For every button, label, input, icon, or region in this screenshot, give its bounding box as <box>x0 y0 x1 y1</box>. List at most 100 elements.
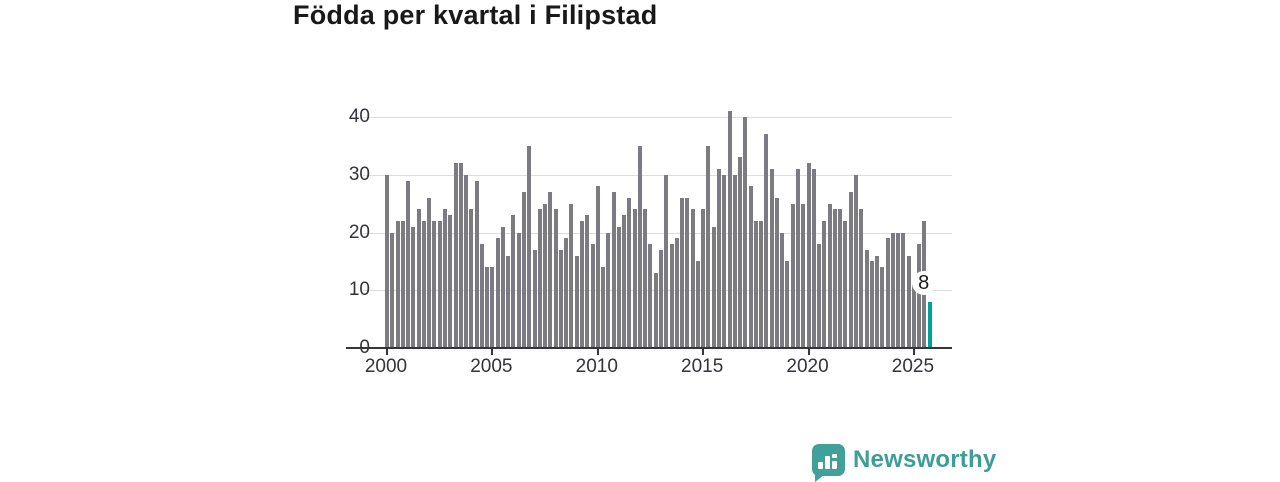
highlight-label-halo <box>911 271 936 295</box>
x-tick-label: 2005 <box>470 356 513 377</box>
bar <box>716 168 721 348</box>
bar <box>885 238 890 348</box>
bar <box>769 168 774 348</box>
bar <box>606 232 611 348</box>
logo-bar-icon <box>818 462 823 469</box>
bar <box>611 192 616 348</box>
bar <box>390 232 395 348</box>
bar <box>627 197 632 348</box>
bar <box>500 226 505 348</box>
bar <box>711 226 716 348</box>
bar <box>601 267 606 348</box>
bar <box>690 209 695 348</box>
bar <box>637 145 642 348</box>
bar <box>474 180 479 348</box>
bar <box>911 284 916 348</box>
bar <box>864 249 869 348</box>
bar <box>701 209 706 348</box>
highlight-value-label: 8 <box>918 272 930 294</box>
bar <box>527 145 532 348</box>
bar <box>543 203 548 348</box>
bar <box>859 209 864 348</box>
bar <box>537 209 542 348</box>
bar <box>643 209 648 348</box>
bar <box>706 145 711 348</box>
newsworthy-logo-text: Newsworthy <box>853 446 997 473</box>
bar <box>827 203 832 348</box>
bar <box>659 249 663 348</box>
bar <box>648 244 653 348</box>
bar <box>532 249 537 348</box>
bar <box>853 174 858 348</box>
gridline <box>363 174 952 176</box>
x-axis-tick <box>491 349 494 355</box>
bar <box>759 220 764 348</box>
bar <box>738 157 743 348</box>
bar <box>548 192 553 348</box>
y-tick-label: 20 <box>348 221 370 243</box>
bar <box>400 220 405 348</box>
bar-highlighted <box>927 301 932 348</box>
bar <box>453 163 458 348</box>
bar <box>421 220 426 348</box>
bar <box>695 261 700 348</box>
x-axis-line <box>346 347 952 349</box>
bar <box>479 244 484 348</box>
plot-area: 010203040 <box>349 95 952 358</box>
bar <box>906 255 911 348</box>
x-tick-label: 2020 <box>786 356 829 377</box>
bar <box>822 220 827 348</box>
bar <box>774 197 779 348</box>
bar <box>848 192 853 348</box>
gridline <box>363 117 952 118</box>
x-tick-label: 2025 <box>891 356 935 377</box>
bar <box>458 163 463 348</box>
bar <box>743 117 748 348</box>
bar <box>569 203 574 348</box>
bar <box>674 238 679 348</box>
bar <box>490 267 495 348</box>
bar <box>385 174 389 348</box>
bar <box>785 261 790 348</box>
bar <box>806 163 811 348</box>
bar <box>590 244 595 348</box>
bar <box>896 232 901 348</box>
bar <box>753 220 758 348</box>
speech-bubble-tail-icon <box>815 475 824 482</box>
y-tick-label: 30 <box>348 163 370 185</box>
bar <box>595 186 600 348</box>
bar <box>516 232 521 348</box>
bar <box>469 209 474 348</box>
bar <box>464 174 469 348</box>
bar <box>727 111 732 348</box>
bar <box>832 209 837 348</box>
x-tick-label: 2010 <box>575 356 618 377</box>
gridline <box>363 232 952 234</box>
chart-title: Födda per kvartal i Filipstad <box>293 0 658 30</box>
bar <box>411 226 416 348</box>
bar <box>843 220 848 348</box>
newsworthy-logo-icon <box>812 444 845 482</box>
x-tick-label: 2000 <box>364 356 408 377</box>
bar <box>616 226 621 348</box>
bar <box>875 255 880 348</box>
bar <box>495 238 500 348</box>
bar <box>669 244 674 348</box>
bar <box>685 197 690 348</box>
y-tick-label: 10 <box>348 279 370 301</box>
bar <box>553 209 558 348</box>
bar <box>838 209 843 348</box>
bar <box>442 209 447 348</box>
bar <box>917 244 922 348</box>
bar <box>622 215 627 348</box>
bar <box>511 215 516 348</box>
x-tick-label: 2015 <box>681 356 724 377</box>
y-tick-label: 40 <box>348 106 370 127</box>
bar <box>796 168 800 348</box>
bar <box>680 197 685 348</box>
bar <box>579 220 584 348</box>
bar <box>406 180 411 348</box>
bar <box>585 215 590 348</box>
bar <box>558 249 563 348</box>
